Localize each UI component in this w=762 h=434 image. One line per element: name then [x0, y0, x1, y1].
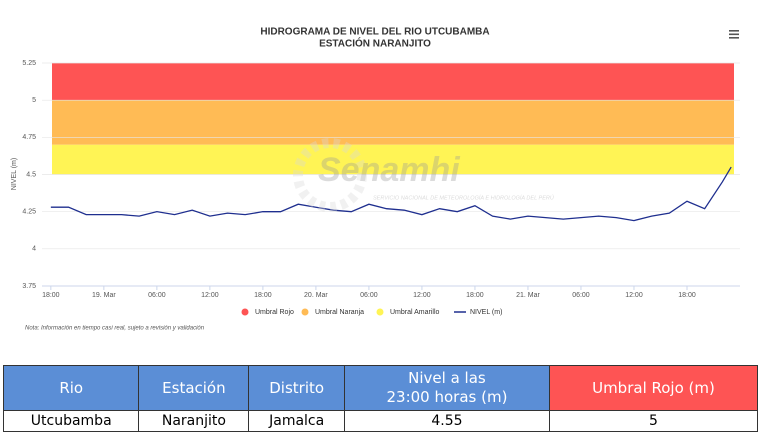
table-cell: Utcubamba: [2, 410, 140, 432]
y-tick-label: 3.75: [22, 283, 36, 290]
table-header: Estación: [138, 365, 250, 411]
y-tick-label: 5: [32, 97, 36, 104]
table-header: Rio: [2, 365, 140, 411]
legend-label: Umbral Rojo: [255, 309, 294, 316]
y-axis-label: NIVEL (m): [11, 158, 18, 190]
x-tick-label: 06:00: [360, 292, 378, 299]
chart-title: HIDROGRAMA DE NIVEL DEL RIO UTCUBAMBA: [260, 27, 489, 38]
x-tick-label: 18:00: [466, 292, 484, 299]
x-tick-label: 18:00: [254, 292, 272, 299]
x-tick-label: 12:00: [413, 292, 431, 299]
x-tick-label: 20. Mar: [304, 292, 328, 299]
y-tick-label: 4.25: [22, 209, 36, 216]
chart-subtitle: ESTACIÓN NARANJITO: [319, 37, 431, 50]
legend-label: Umbral Amarillo: [390, 309, 440, 316]
legend-marker: [301, 308, 309, 316]
table-cell: 5: [548, 410, 759, 432]
legend-label: NIVEL (m): [470, 309, 502, 316]
x-tick-label: 18:00: [42, 292, 60, 299]
threshold-band: [52, 63, 734, 101]
table: Rio Estación Distrito Nivel a las 23:00 hor…: [2, 365, 759, 432]
legend-item[interactable]: Umbral Rojo: [241, 308, 295, 316]
legend-item[interactable]: Umbral Amarillo: [376, 308, 440, 316]
x-tick-label: 12:00: [625, 292, 643, 299]
x-tick-label: 19. Mar: [92, 292, 116, 299]
table-header: Distrito: [248, 365, 345, 411]
watermark: Senamhi SERVICIO NACIONAL DE METEOROLOGÍ…: [293, 138, 554, 212]
table-header: Nivel a las 23:00 horas (m): [343, 365, 550, 411]
note: Nota: Información en tiempo casi real, s…: [25, 326, 205, 332]
legend-label: Umbral Naranja: [315, 309, 364, 316]
x-tick-label: 12:00: [201, 292, 219, 299]
x-tick-label: 06:00: [148, 292, 166, 299]
table-cell: Jamalca: [248, 410, 345, 432]
watermark-text: SERVICIO NACIONAL DE METEOROLOGÍA E HIDR…: [373, 194, 554, 201]
x-tick-label: 18:00: [678, 292, 696, 299]
y-tick-label: 4.5: [26, 171, 36, 178]
legend-item[interactable]: NIVEL (m): [454, 309, 502, 316]
x-tick-label: 21. Mar: [516, 292, 540, 299]
watermark-name: Senamhi: [318, 151, 461, 189]
legend-marker: [241, 308, 249, 316]
chart: HIDROGRAMA DE NIVEL DEL RIO UTCUBAMBA ES…: [11, 27, 740, 332]
table-cell: 4.55: [343, 410, 550, 432]
legend-item[interactable]: Umbral Naranja: [301, 308, 365, 316]
y-tick-label: 5.25: [22, 60, 36, 67]
y-tick-label: 4: [32, 246, 36, 253]
threshold-band: [52, 100, 734, 145]
threshold-band: [52, 144, 734, 175]
table-cell: Naranjito: [138, 410, 250, 432]
legend-marker: [376, 308, 384, 316]
menu-icon[interactable]: [729, 30, 739, 39]
table-header: Umbral Rojo (m): [548, 365, 759, 411]
series-line: [50, 166, 732, 222]
y-tick-label: 4.75: [22, 134, 36, 141]
x-tick-label: 06:00: [572, 292, 590, 299]
